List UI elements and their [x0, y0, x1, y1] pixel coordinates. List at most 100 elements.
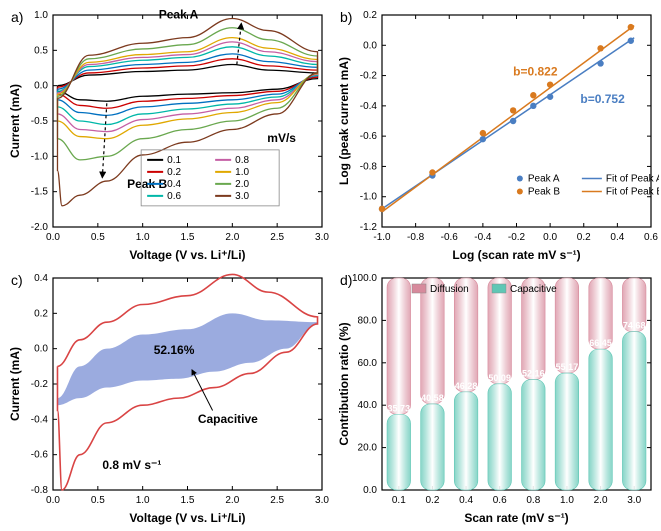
panel-b-label: b)	[340, 9, 352, 25]
panel-c: c) -0.8-0.6-0.4-0.20.00.20.40.00.51.01.5…	[5, 268, 330, 527]
svg-text:Voltage (V vs. Li⁺/Li): Voltage (V vs. Li⁺/Li)	[129, 511, 245, 525]
svg-text:0.1: 0.1	[392, 495, 406, 506]
svg-text:Diffusion: Diffusion	[430, 284, 469, 295]
svg-text:3.0: 3.0	[315, 232, 329, 243]
svg-text:Capacitive: Capacitive	[510, 284, 557, 295]
svg-text:b=0.752: b=0.752	[580, 92, 625, 106]
svg-text:-0.8: -0.8	[360, 161, 378, 172]
svg-text:-0.8: -0.8	[407, 232, 425, 243]
svg-text:Log (peak current mA): Log (peak current mA)	[337, 57, 351, 185]
svg-text:1.0: 1.0	[136, 232, 150, 243]
svg-text:Peak A: Peak A	[528, 174, 560, 185]
svg-text:-0.2: -0.2	[360, 71, 378, 82]
svg-text:0.1: 0.1	[167, 155, 181, 166]
svg-text:0.2: 0.2	[34, 308, 48, 319]
svg-text:0.0: 0.0	[363, 485, 377, 496]
svg-text:-0.6: -0.6	[441, 232, 459, 243]
svg-text:-0.6: -0.6	[360, 131, 378, 142]
svg-text:-0.4: -0.4	[474, 232, 492, 243]
svg-text:-1.0: -1.0	[360, 192, 378, 203]
svg-text:-0.4: -0.4	[31, 414, 49, 425]
svg-text:Voltage (V vs. Li⁺/Li): Voltage (V vs. Li⁺/Li)	[129, 248, 245, 262]
panel-d-label: d)	[340, 272, 352, 288]
svg-text:2.5: 2.5	[270, 232, 284, 243]
svg-text:-0.4: -0.4	[360, 101, 378, 112]
svg-text:3.0: 3.0	[235, 191, 249, 202]
svg-text:1.5: 1.5	[181, 495, 195, 506]
svg-text:0.2: 0.2	[167, 167, 181, 178]
svg-text:Current (mA): Current (mA)	[8, 84, 22, 158]
svg-text:0.6: 0.6	[167, 191, 181, 202]
svg-text:Capacitive: Capacitive	[198, 411, 258, 425]
svg-text:1.0: 1.0	[136, 495, 150, 506]
svg-text:0.8 mV s⁻¹: 0.8 mV s⁻¹	[102, 457, 161, 471]
svg-text:2.0: 2.0	[225, 495, 239, 506]
svg-text:2.0: 2.0	[235, 179, 249, 190]
svg-text:Fit of Peak B: Fit of Peak B	[606, 187, 659, 198]
svg-text:0.5: 0.5	[91, 495, 105, 506]
svg-text:0.2: 0.2	[363, 10, 377, 21]
svg-text:0.8: 0.8	[235, 155, 249, 166]
svg-text:40.58: 40.58	[421, 392, 444, 402]
svg-text:80.0: 80.0	[358, 315, 378, 326]
svg-text:1.5: 1.5	[181, 232, 195, 243]
svg-text:Log (scan rate mV s⁻¹): Log (scan rate mV s⁻¹)	[452, 248, 580, 262]
svg-text:Current (mA): Current (mA)	[8, 346, 22, 420]
svg-text:2.0: 2.0	[225, 232, 239, 243]
svg-text:0.2: 0.2	[425, 495, 439, 506]
log-log-chart: -1.2-1.0-0.8-0.6-0.4-0.20.00.2-1.0-0.8-0…	[334, 5, 659, 263]
panel-a: a) -2.0-1.5-1.0-0.50.00.51.00.00.51.01.5…	[5, 5, 330, 264]
panel-d: d) 0.020.040.060.080.0100.00.10.20.40.60…	[334, 268, 659, 527]
svg-text:2.5: 2.5	[270, 495, 284, 506]
svg-text:-1.0: -1.0	[31, 151, 49, 162]
svg-text:0.0: 0.0	[34, 81, 48, 92]
svg-text:3.0: 3.0	[315, 495, 329, 506]
svg-text:1.0: 1.0	[560, 495, 574, 506]
svg-text:0.6: 0.6	[493, 495, 507, 506]
svg-text:60.0: 60.0	[358, 357, 378, 368]
contribution-bar-chart: 0.020.040.060.080.0100.00.10.20.40.60.81…	[334, 268, 659, 526]
svg-text:0.4: 0.4	[459, 495, 473, 506]
svg-text:0.0: 0.0	[363, 40, 377, 51]
svg-text:40.0: 40.0	[358, 400, 378, 411]
svg-text:50.09: 50.09	[488, 372, 511, 382]
panel-b: b) -1.2-1.0-0.8-0.6-0.4-0.20.00.2-1.0-0.…	[334, 5, 659, 264]
svg-text:52.16: 52.16	[522, 368, 545, 378]
svg-text:66.45: 66.45	[589, 338, 612, 348]
svg-text:52.16%: 52.16%	[154, 342, 195, 356]
svg-text:0.4: 0.4	[34, 273, 48, 284]
svg-text:Peak A: Peak A	[159, 8, 199, 22]
svg-text:100.0: 100.0	[352, 273, 377, 284]
svg-text:Contribution ratio (%): Contribution ratio (%)	[337, 322, 351, 445]
svg-text:0.4: 0.4	[610, 232, 624, 243]
svg-text:-0.2: -0.2	[31, 379, 49, 390]
svg-text:0.5: 0.5	[91, 232, 105, 243]
svg-text:0.2: 0.2	[577, 232, 591, 243]
svg-text:-0.2: -0.2	[508, 232, 526, 243]
panel-c-label: c)	[11, 272, 23, 288]
svg-text:74.68: 74.68	[623, 320, 646, 330]
svg-text:0.0: 0.0	[46, 232, 60, 243]
svg-text:Scan rate (mV s⁻¹): Scan rate (mV s⁻¹)	[464, 511, 568, 525]
svg-text:Fit of Peak A: Fit of Peak A	[606, 174, 659, 185]
svg-text:1.0: 1.0	[34, 10, 48, 21]
svg-text:0.0: 0.0	[46, 495, 60, 506]
svg-text:-1.5: -1.5	[31, 187, 49, 198]
svg-text:-0.5: -0.5	[31, 116, 49, 127]
svg-text:35.73: 35.73	[388, 403, 411, 413]
svg-text:0.8: 0.8	[526, 495, 540, 506]
svg-text:-0.6: -0.6	[31, 449, 49, 460]
svg-text:0.0: 0.0	[543, 232, 557, 243]
svg-text:2.0: 2.0	[594, 495, 608, 506]
svg-text:55.17: 55.17	[556, 362, 579, 372]
cv-curves-chart: -2.0-1.5-1.0-0.50.00.51.00.00.51.01.52.0…	[5, 5, 330, 263]
svg-text:46.28: 46.28	[455, 380, 478, 390]
svg-text:Peak B: Peak B	[528, 187, 561, 198]
svg-text:3.0: 3.0	[627, 495, 641, 506]
svg-text:0.4: 0.4	[167, 179, 181, 190]
svg-text:0.5: 0.5	[34, 45, 48, 56]
capacitive-cv-chart: -0.8-0.6-0.4-0.20.00.20.40.00.51.01.52.0…	[5, 268, 330, 526]
panel-a-label: a)	[11, 9, 23, 25]
svg-text:mV/s: mV/s	[267, 131, 296, 145]
svg-text:0.0: 0.0	[34, 343, 48, 354]
